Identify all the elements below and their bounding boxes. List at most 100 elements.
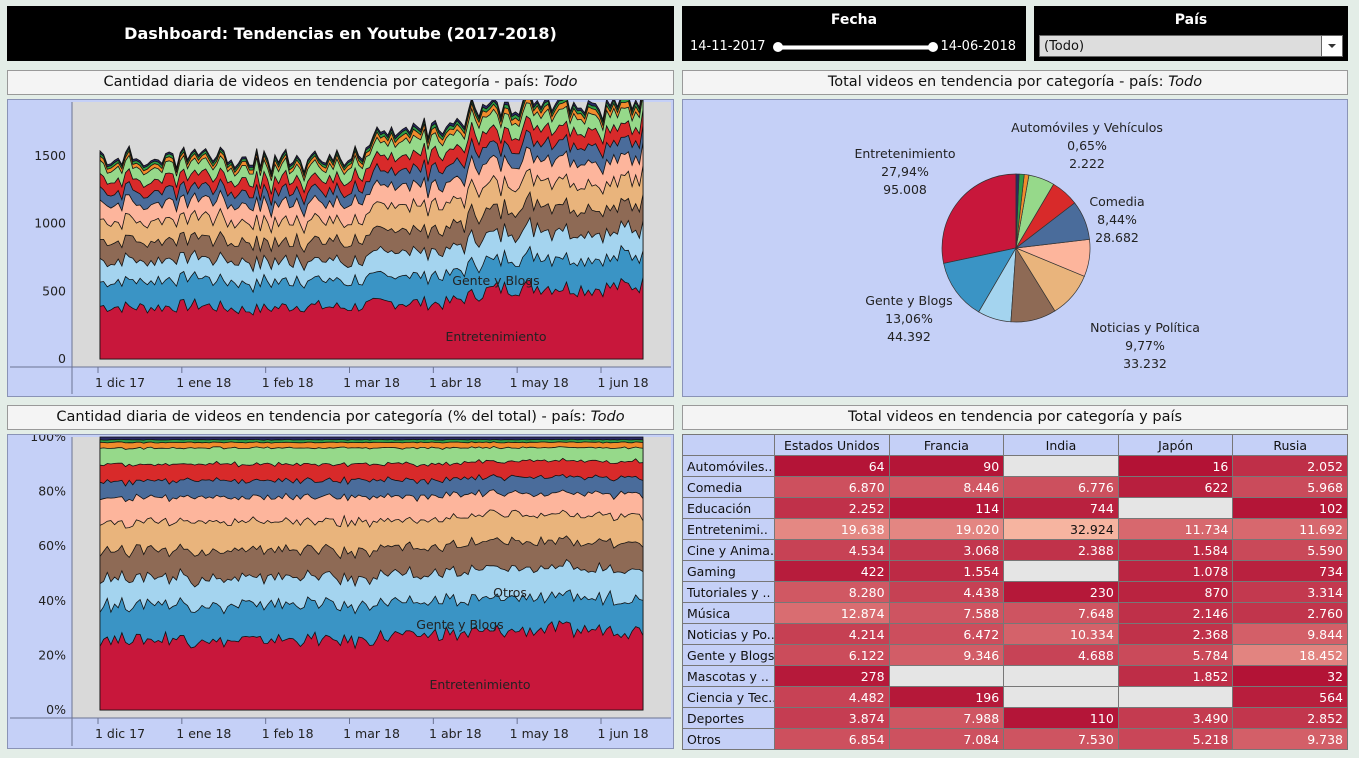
table-cell[interactable]: 278 <box>774 665 890 687</box>
table-row-label[interactable]: Cine y Anima.. <box>682 539 775 561</box>
table-cell[interactable]: 9.346 <box>888 644 1005 666</box>
table-cell[interactable] <box>1003 560 1119 582</box>
area-chart[interactable]: 0 500 1000 1500 1 dic 17 1 ene 18 1 feb 18 1 ma… <box>8 100 673 396</box>
table-cell[interactable]: 102 <box>1232 497 1348 519</box>
pct-area-chart[interactable]: 0% 20% 40% 60% 80% 100% 1 dic 17 1 ene 18 1 feb … <box>8 435 673 748</box>
table-cell[interactable]: 10.334 <box>1003 623 1119 645</box>
table-cell[interactable]: 19.638 <box>774 518 890 540</box>
table-cell[interactable]: 5.218 <box>1117 728 1234 750</box>
table-cell[interactable] <box>1117 497 1234 519</box>
table-cell[interactable]: 9.738 <box>1232 728 1348 750</box>
table-cell[interactable] <box>1003 455 1119 477</box>
table-row-label[interactable]: Música <box>682 602 775 624</box>
table-cell[interactable]: 90 <box>888 455 1005 477</box>
table-cell[interactable]: 7.588 <box>888 602 1005 624</box>
table-cell[interactable]: 7.084 <box>888 728 1005 750</box>
pie-slice[interactable] <box>943 247 1017 313</box>
table-cell[interactable]: 6.870 <box>774 476 890 498</box>
table-cell[interactable]: 32.924 <box>1003 518 1119 540</box>
table-cell[interactable] <box>1117 686 1234 708</box>
area-series-0[interactable] <box>99 620 644 711</box>
table-cell[interactable]: 2.146 <box>1117 602 1234 624</box>
table-row-label[interactable]: Comedia <box>682 476 775 498</box>
table-cell[interactable]: 7.648 <box>1003 602 1119 624</box>
table-cell[interactable]: 3.068 <box>888 539 1005 561</box>
table-cell[interactable]: 4.534 <box>774 539 890 561</box>
table-cell[interactable]: 4.482 <box>774 686 890 708</box>
table-cell[interactable]: 2.252 <box>774 497 890 519</box>
pie-chart[interactable]: Entretenimiento 27,94% 95.008 Automóviles y… <box>683 100 1347 396</box>
table-cell[interactable]: 3.314 <box>1232 581 1348 603</box>
table-cell[interactable]: 4.438 <box>888 581 1005 603</box>
table-column-header[interactable]: Francia <box>888 434 1005 456</box>
date-start-handle[interactable] <box>773 42 783 52</box>
table-cell[interactable]: 110 <box>1003 707 1119 729</box>
table-cell[interactable]: 3.490 <box>1117 707 1234 729</box>
table-cell[interactable]: 8.280 <box>774 581 890 603</box>
table-cell[interactable]: 18.452 <box>1232 644 1348 666</box>
table-cell[interactable]: 19.020 <box>888 518 1005 540</box>
table-row-label[interactable]: Educación <box>682 497 775 519</box>
table-cell[interactable]: 2.052 <box>1232 455 1348 477</box>
table-cell[interactable] <box>888 665 1005 687</box>
table-row-label[interactable]: Otros <box>682 728 775 750</box>
table-cell[interactable]: 4.214 <box>774 623 890 645</box>
table-cell[interactable]: 6.472 <box>888 623 1005 645</box>
table-row-label[interactable]: Noticias y Po.. <box>682 623 775 645</box>
table-cell[interactable]: 622 <box>1117 476 1234 498</box>
table-cell[interactable]: 9.844 <box>1232 623 1348 645</box>
table-cell[interactable] <box>1003 686 1119 708</box>
table-cell[interactable]: 422 <box>774 560 890 582</box>
table-cell[interactable]: 1.852 <box>1117 665 1234 687</box>
table-column-header[interactable]: India <box>1003 434 1119 456</box>
table-row-label[interactable]: Automóviles.. <box>682 455 775 477</box>
table-column-header[interactable]: Japón <box>1117 434 1234 456</box>
pie-slice[interactable] <box>1015 173 1020 249</box>
table-cell[interactable]: 7.530 <box>1003 728 1119 750</box>
table-cell[interactable]: 16 <box>1117 455 1234 477</box>
table-cell[interactable] <box>1003 665 1119 687</box>
table-cell[interactable]: 114 <box>888 497 1005 519</box>
table-cell[interactable]: 2.368 <box>1117 623 1234 645</box>
dropdown-button[interactable] <box>1321 36 1342 56</box>
table-row-label[interactable]: Mascotas y .. <box>682 665 775 687</box>
table-cell[interactable]: 11.734 <box>1117 518 1234 540</box>
table-cell[interactable]: 11.692 <box>1232 518 1348 540</box>
table-cell[interactable]: 744 <box>1003 497 1119 519</box>
table-cell[interactable]: 4.688 <box>1003 644 1119 666</box>
table-cell[interactable]: 564 <box>1232 686 1348 708</box>
table-cell[interactable]: 5.784 <box>1117 644 1234 666</box>
table-row-label[interactable]: Entretenimi.. <box>682 518 775 540</box>
table-cell[interactable]: 230 <box>1003 581 1119 603</box>
table-cell[interactable]: 2.388 <box>1003 539 1119 561</box>
table-cell[interactable]: 6.122 <box>774 644 890 666</box>
table-cell[interactable]: 870 <box>1117 581 1234 603</box>
table-cell[interactable]: 2.760 <box>1232 602 1348 624</box>
table-cell[interactable]: 32 <box>1232 665 1348 687</box>
table-row-label[interactable]: Tutoriales y .. <box>682 581 775 603</box>
table-cell[interactable]: 5.968 <box>1232 476 1348 498</box>
table-cell[interactable]: 8.446 <box>888 476 1005 498</box>
table-cell[interactable]: 734 <box>1232 560 1348 582</box>
table-cell[interactable]: 1.584 <box>1117 539 1234 561</box>
table-cell[interactable]: 2.852 <box>1232 707 1348 729</box>
table-cell[interactable]: 3.874 <box>774 707 890 729</box>
area-series-0[interactable] <box>99 277 644 360</box>
table-row-label[interactable]: Ciencia y Tec.. <box>682 686 775 708</box>
table-row-label[interactable]: Gaming <box>682 560 775 582</box>
table-cell[interactable]: 1.078 <box>1117 560 1234 582</box>
table-column-header[interactable]: Rusia <box>1232 434 1348 456</box>
table-cell[interactable]: 196 <box>888 686 1005 708</box>
table-cell[interactable]: 5.590 <box>1232 539 1348 561</box>
country-select[interactable]: (Todo) <box>1039 35 1343 57</box>
table-cell[interactable]: 7.988 <box>888 707 1005 729</box>
table-cell[interactable]: 12.874 <box>774 602 890 624</box>
pie-slice[interactable] <box>941 173 1017 264</box>
table-cell[interactable]: 1.554 <box>888 560 1005 582</box>
table-row-label[interactable]: Deportes <box>682 707 775 729</box>
date-end-handle[interactable] <box>928 42 938 52</box>
table-cell[interactable]: 6.776 <box>1003 476 1119 498</box>
table-row-label[interactable]: Gente y Blogs <box>682 644 775 666</box>
table-column-header[interactable]: Estados Unidos <box>774 434 890 456</box>
table-cell[interactable]: 64 <box>774 455 890 477</box>
